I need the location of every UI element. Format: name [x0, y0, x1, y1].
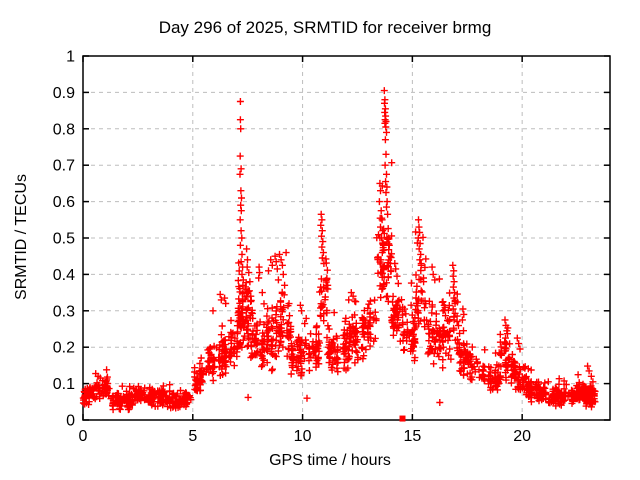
x-tick-label: 15: [403, 428, 421, 445]
y-tick-label: 0.5: [53, 231, 75, 248]
scatter-plus-markers: [79, 87, 599, 414]
y-tick-label: 0.9: [53, 85, 75, 102]
plot-border: [82, 55, 611, 421]
y-tick-label: 0.6: [53, 194, 75, 211]
y-tick-label: 0.7: [53, 158, 75, 175]
chart-title: Day 296 of 2025, SRMTID for receiver brm…: [158, 18, 492, 37]
x-tick-label: 5: [188, 428, 197, 445]
y-tick-label: 0.1: [53, 376, 75, 393]
y-tick-label: 1: [66, 49, 75, 66]
x-axis-label: GPS time / hours: [269, 452, 391, 469]
y-tick-label: 0.3: [53, 303, 75, 320]
x-tick-label: 0: [79, 428, 88, 445]
y-tick-label: 0.8: [53, 121, 75, 138]
y-tick-label: 0: [66, 413, 75, 430]
y-tick-label: 0.2: [53, 340, 75, 357]
scatter-square-marker: [399, 415, 406, 422]
y-tick-label: 0.4: [53, 267, 75, 284]
x-tick-label: 10: [294, 428, 312, 445]
x-tick-label: 20: [513, 428, 531, 445]
